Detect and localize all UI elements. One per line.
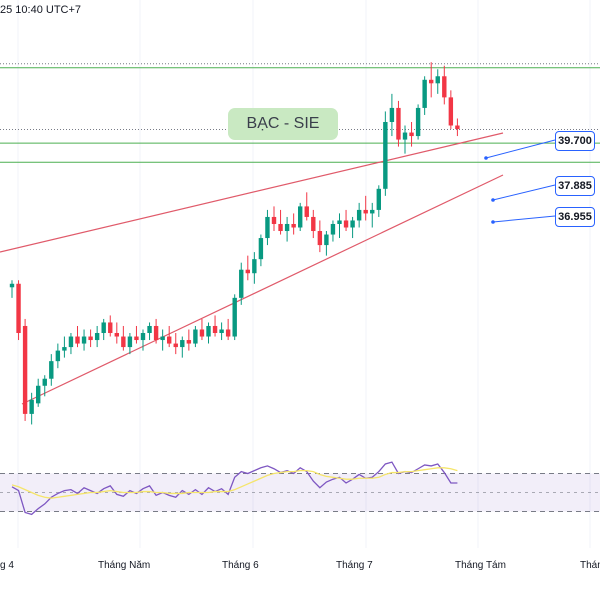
connector-support <box>492 215 556 223</box>
candle-body <box>455 125 460 130</box>
timestamp-label: 25 10:40 UTC+7 <box>0 4 82 16</box>
candle-body <box>245 269 250 274</box>
connector-resistance <box>485 139 556 159</box>
candle-body <box>75 336 80 344</box>
candle-body <box>173 343 178 348</box>
x-tick-august: Tháng Tám <box>455 560 506 571</box>
connector-dot-resistance <box>484 156 488 160</box>
candle-body <box>356 209 362 221</box>
candle-body <box>396 107 401 140</box>
candle-body <box>311 216 316 232</box>
price-label-resistance[interactable]: 39.700 <box>555 131 595 151</box>
candle-body <box>101 322 106 334</box>
candle-body <box>219 329 224 334</box>
candle-body <box>49 361 54 379</box>
candle-body <box>252 259 257 274</box>
candle-body <box>114 333 119 337</box>
candle-body <box>324 234 329 246</box>
candle-body <box>291 223 296 228</box>
candle-body <box>304 206 309 217</box>
candle-body <box>402 132 408 140</box>
price-label-mid-value: 37.885 <box>558 180 592 192</box>
candle-body <box>442 76 447 98</box>
candle-body <box>239 269 244 298</box>
candle-body <box>127 336 133 348</box>
candle-body <box>212 325 218 334</box>
candle-body <box>9 283 15 288</box>
candle-body <box>42 378 47 386</box>
candle-body <box>81 336 87 344</box>
connector-dot-mid <box>491 198 495 202</box>
candle-body <box>167 336 172 344</box>
candle-body <box>62 347 67 351</box>
candle-body <box>278 223 283 232</box>
candle-body <box>68 336 74 348</box>
candle-body <box>370 209 375 214</box>
candle-body <box>376 188 381 210</box>
x-tick-april: g 4 <box>0 560 14 571</box>
x-tick-july: Tháng 7 <box>336 560 373 571</box>
candle-body <box>350 220 355 228</box>
candle-body <box>330 223 336 235</box>
x-tick-next: Tháng <box>580 560 600 571</box>
candle-body <box>121 336 126 348</box>
channel-lower-line <box>21 174 504 405</box>
candle-body <box>258 238 264 260</box>
candle-body <box>16 283 21 334</box>
price-label-resistance-value: 39.700 <box>558 135 592 147</box>
candle-body <box>22 325 28 414</box>
rsi-ma-line <box>11 467 458 499</box>
candle-body <box>265 216 270 239</box>
candle-body <box>147 325 152 334</box>
candle-body <box>284 223 290 232</box>
channel-upper-line <box>0 132 504 253</box>
candle-body <box>180 340 185 348</box>
candle-body <box>415 107 421 137</box>
candle-body <box>363 209 368 214</box>
candle-body <box>88 336 93 341</box>
candle-body <box>337 220 342 224</box>
candle-body <box>36 385 41 404</box>
candle-body <box>409 132 414 137</box>
price-label-support[interactable]: 36.955 <box>555 207 595 227</box>
candle-body <box>271 216 277 224</box>
chart-title-box: BẠC - SIE <box>228 108 338 140</box>
rsi-line <box>11 461 458 516</box>
candle-body <box>108 322 113 334</box>
candle-body <box>317 231 323 246</box>
candle-body <box>140 333 146 341</box>
connector-dot-support <box>491 220 495 224</box>
candle-body <box>232 297 237 337</box>
candle-body <box>199 329 205 337</box>
candle-body <box>225 329 231 337</box>
candle-body <box>29 399 34 414</box>
candle-body <box>186 340 192 344</box>
candle-body <box>193 329 198 344</box>
candle-body <box>160 336 165 341</box>
connector-mid <box>492 184 556 201</box>
chart-title: BẠC - SIE <box>246 115 320 132</box>
price-label-mid[interactable]: 37.885 <box>555 176 595 196</box>
candle-body <box>422 79 427 108</box>
price-label-support-value: 36.955 <box>558 211 592 223</box>
x-tick-may: Tháng Năm <box>98 560 151 571</box>
candle-body <box>94 333 100 341</box>
candle-body <box>206 325 211 337</box>
candle-body <box>134 336 139 341</box>
candle-body <box>448 97 454 126</box>
candle-body <box>298 206 303 228</box>
candle-body <box>429 79 434 84</box>
candle-body <box>153 325 159 341</box>
candle-body <box>343 220 349 228</box>
candle-body <box>383 121 388 189</box>
x-tick-june: Tháng 6 <box>222 560 259 571</box>
candle-body <box>435 76 440 84</box>
candle-body <box>55 350 61 362</box>
candle-body <box>389 107 395 122</box>
